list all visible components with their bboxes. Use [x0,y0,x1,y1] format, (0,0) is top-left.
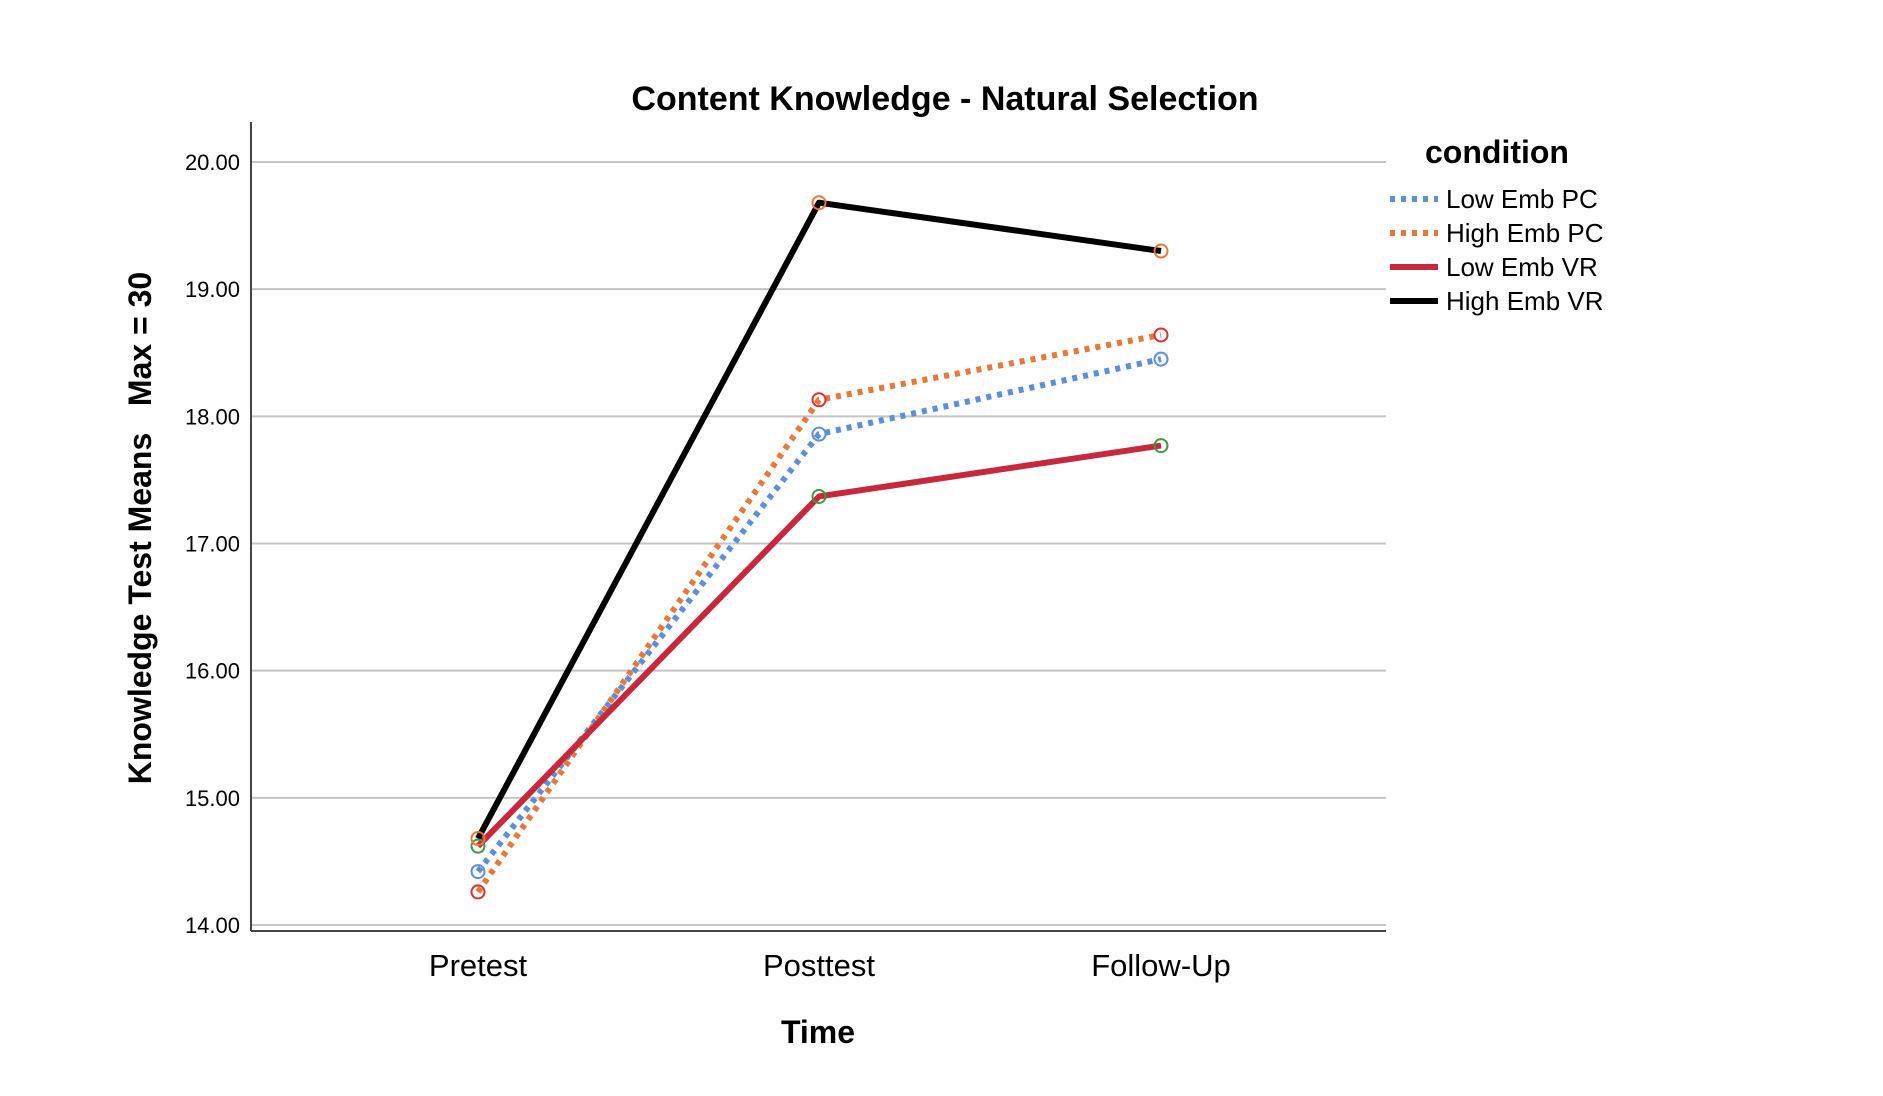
legend-label-high-emb-vr: High Emb VR [1446,286,1604,316]
series-line-high-emb-pc [475,331,1162,894]
y-tick-label-0: 14.00 [185,913,240,938]
series-lines [475,199,1162,894]
gridlines [251,161,1386,926]
x-tick-labels: Pretest Posttest Follow-Up [429,948,1231,983]
marker-high-emb-pc-1 [811,392,827,408]
y-tick-label-2: 16.00 [185,659,240,684]
series-line-low-emb-vr [475,442,1162,849]
marker-low-emb-vr-2 [1153,438,1169,454]
x-tick-label-2: Follow-Up [1091,948,1231,983]
legend: condition Low Emb PC High Emb PC Low Emb V… [1390,134,1604,316]
data-markers [470,195,1169,900]
y-axis-label: Knowledge Test Means Max = 30 [122,272,158,784]
y-tick-label-4: 18.00 [185,404,240,429]
y-tick-label-1: 15.00 [185,786,240,811]
series-line-high-emb-vr [475,199,1162,840]
x-tick-label-0: Pretest [429,948,528,983]
x-tick-label-1: Posttest [763,948,875,983]
axes [250,122,1386,932]
legend-label-high-emb-pc: High Emb PC [1446,218,1604,248]
marker-low-emb-vr-0 [470,838,486,854]
x-axis-label: Time [781,1014,855,1050]
marker-low-emb-pc-0 [470,864,486,880]
marker-high-emb-pc-2 [1153,327,1169,343]
marker-low-emb-pc-1 [811,426,827,442]
legend-label-low-emb-vr: Low Emb VR [1446,252,1598,282]
y-tick-label-5: 19.00 [185,277,240,302]
marker-low-emb-pc-2 [1153,351,1169,367]
legend-label-low-emb-pc: Low Emb PC [1446,184,1598,214]
marker-high-emb-vr-1 [811,195,827,211]
marker-high-emb-vr-0 [470,831,486,847]
chart-title: Content Knowledge - Natural Selection [631,80,1258,118]
legend-title: condition [1425,134,1569,170]
marker-low-emb-vr-1 [811,488,827,504]
y-tick-label-6: 20.00 [185,150,240,175]
y-tick-label-3: 17.00 [185,532,240,557]
series-line-low-emb-pc [475,356,1162,874]
marker-high-emb-vr-2 [1153,243,1169,259]
y-tick-labels: 14.00 15.00 16.00 17.00 18.00 19.00 20.00 [185,150,240,938]
marker-high-emb-pc-0 [470,884,486,900]
